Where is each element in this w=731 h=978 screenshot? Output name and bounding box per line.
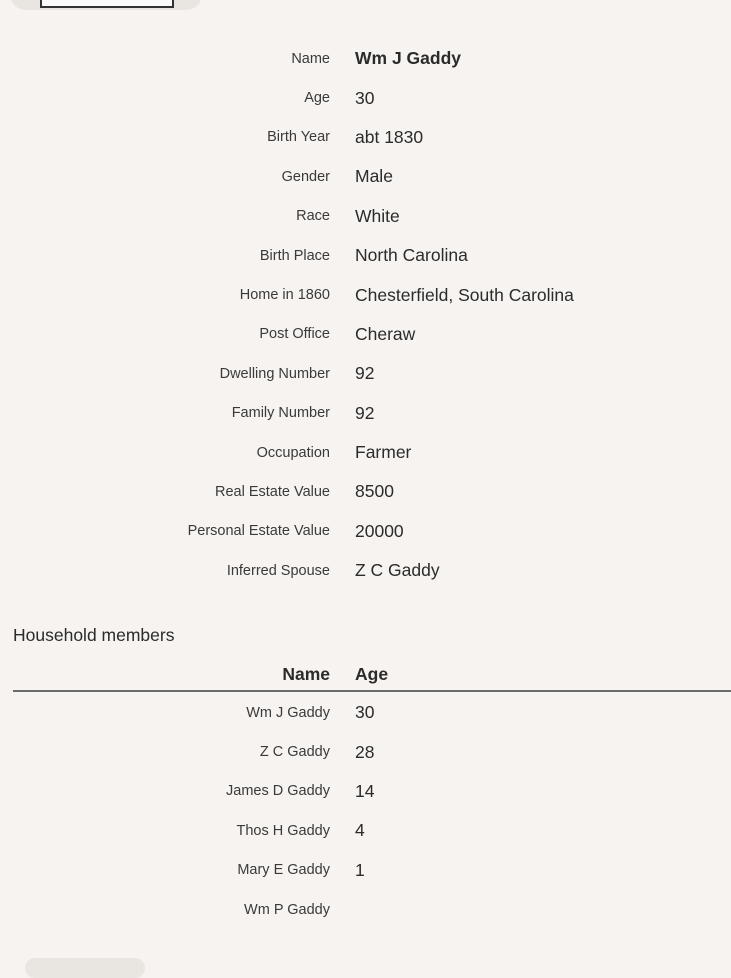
member-name[interactable]: Z C Gaddy: [259, 744, 330, 761]
member-name[interactable]: Wm P Gaddy: [244, 901, 330, 918]
field-label: Gender: [281, 168, 330, 185]
partial-button[interactable]: [25, 958, 145, 978]
field-value: abt 1830: [355, 126, 424, 147]
header-divider: [13, 690, 731, 692]
member-age: 28: [355, 741, 375, 762]
field-label: Name: [291, 50, 330, 67]
field-label: Family Number: [231, 405, 330, 422]
field-value: Wm J Gaddy: [355, 48, 461, 69]
household-member-row: Wm J Gaddy 30: [0, 693, 731, 732]
household-member-row: Wm P Gaddy: [0, 890, 731, 929]
household-table: Wm J Gaddy 30 Z C Gaddy 28 James D Gaddy 14 Th…: [0, 693, 731, 929]
field-value: North Carolina: [355, 245, 468, 266]
field-label: Home in 1860: [239, 287, 330, 304]
record-field-row: Birth Place North Carolina: [0, 236, 731, 275]
field-label: Birth Place: [259, 247, 330, 264]
record-image-thumbnail[interactable]: [40, 0, 174, 8]
column-header-name: Name: [282, 663, 330, 684]
household-member-row: James D Gaddy 14: [0, 772, 731, 811]
member-name[interactable]: Thos H Gaddy: [236, 822, 331, 839]
field-value: 92: [355, 402, 375, 423]
field-label: Age: [304, 90, 330, 107]
member-name[interactable]: James D Gaddy: [226, 783, 330, 800]
household-member-row: Mary E Gaddy 1: [0, 851, 731, 890]
field-label: Dwelling Number: [219, 365, 330, 382]
household-title: Household members: [13, 625, 175, 645]
field-label: Real Estate Value: [215, 483, 330, 500]
record-field-row: Gender Male: [0, 157, 731, 196]
household-member-row: Thos H Gaddy 4: [0, 811, 731, 850]
field-label: Post Office: [259, 326, 330, 343]
record-field-row: Dwelling Number 92: [0, 354, 731, 393]
field-label: Race: [296, 208, 330, 225]
record-field-row: Name Wm J Gaddy: [0, 39, 731, 78]
field-label: Personal Estate Value: [187, 523, 330, 540]
record-field-row: Home in 1860 Chesterfield, South Carolina: [0, 275, 731, 314]
field-label: Inferred Spouse: [226, 562, 330, 579]
record-field-row: Birth Year abt 1830: [0, 118, 731, 157]
field-value: Z C Gaddy: [355, 560, 440, 581]
field-label: Occupation: [256, 444, 330, 461]
record-field-row: Family Number 92: [0, 394, 731, 433]
field-value: Male: [355, 166, 393, 187]
record-field-row: Age 30: [0, 78, 731, 117]
household-table-header: Name Age: [0, 658, 731, 690]
field-value: Cheraw: [355, 323, 416, 344]
field-value: 30: [355, 87, 375, 108]
record-field-row: Post Office Cheraw: [0, 315, 731, 354]
field-value: 92: [355, 363, 375, 384]
member-age: 1: [355, 859, 365, 880]
field-value: Chesterfield, South Carolina: [355, 284, 574, 305]
member-age: 4: [355, 820, 365, 841]
record-field-row: Personal Estate Value 20000: [0, 512, 731, 551]
member-age: 30: [355, 702, 375, 723]
record-field-row: Occupation Farmer: [0, 433, 731, 472]
record-field-row: Race White: [0, 197, 731, 236]
field-value: 20000: [355, 520, 404, 541]
member-name[interactable]: Wm J Gaddy: [246, 704, 330, 721]
record-details: Name Wm J Gaddy Age 30 Birth Year abt 1830 Gen…: [0, 39, 731, 590]
field-value: 8500: [355, 481, 394, 502]
field-value: White: [355, 205, 400, 226]
record-field-row: Inferred Spouse Z C Gaddy: [0, 551, 731, 590]
record-field-row: Real Estate Value 8500: [0, 472, 731, 511]
column-header-age: Age: [355, 663, 389, 684]
member-name[interactable]: Mary E Gaddy: [237, 862, 330, 879]
record-image-thumbnail-container[interactable]: [10, 0, 202, 10]
field-value: Farmer: [355, 442, 412, 463]
field-label: Birth Year: [267, 129, 330, 146]
household-member-row: Z C Gaddy 28: [0, 732, 731, 771]
member-age: 14: [355, 780, 375, 801]
